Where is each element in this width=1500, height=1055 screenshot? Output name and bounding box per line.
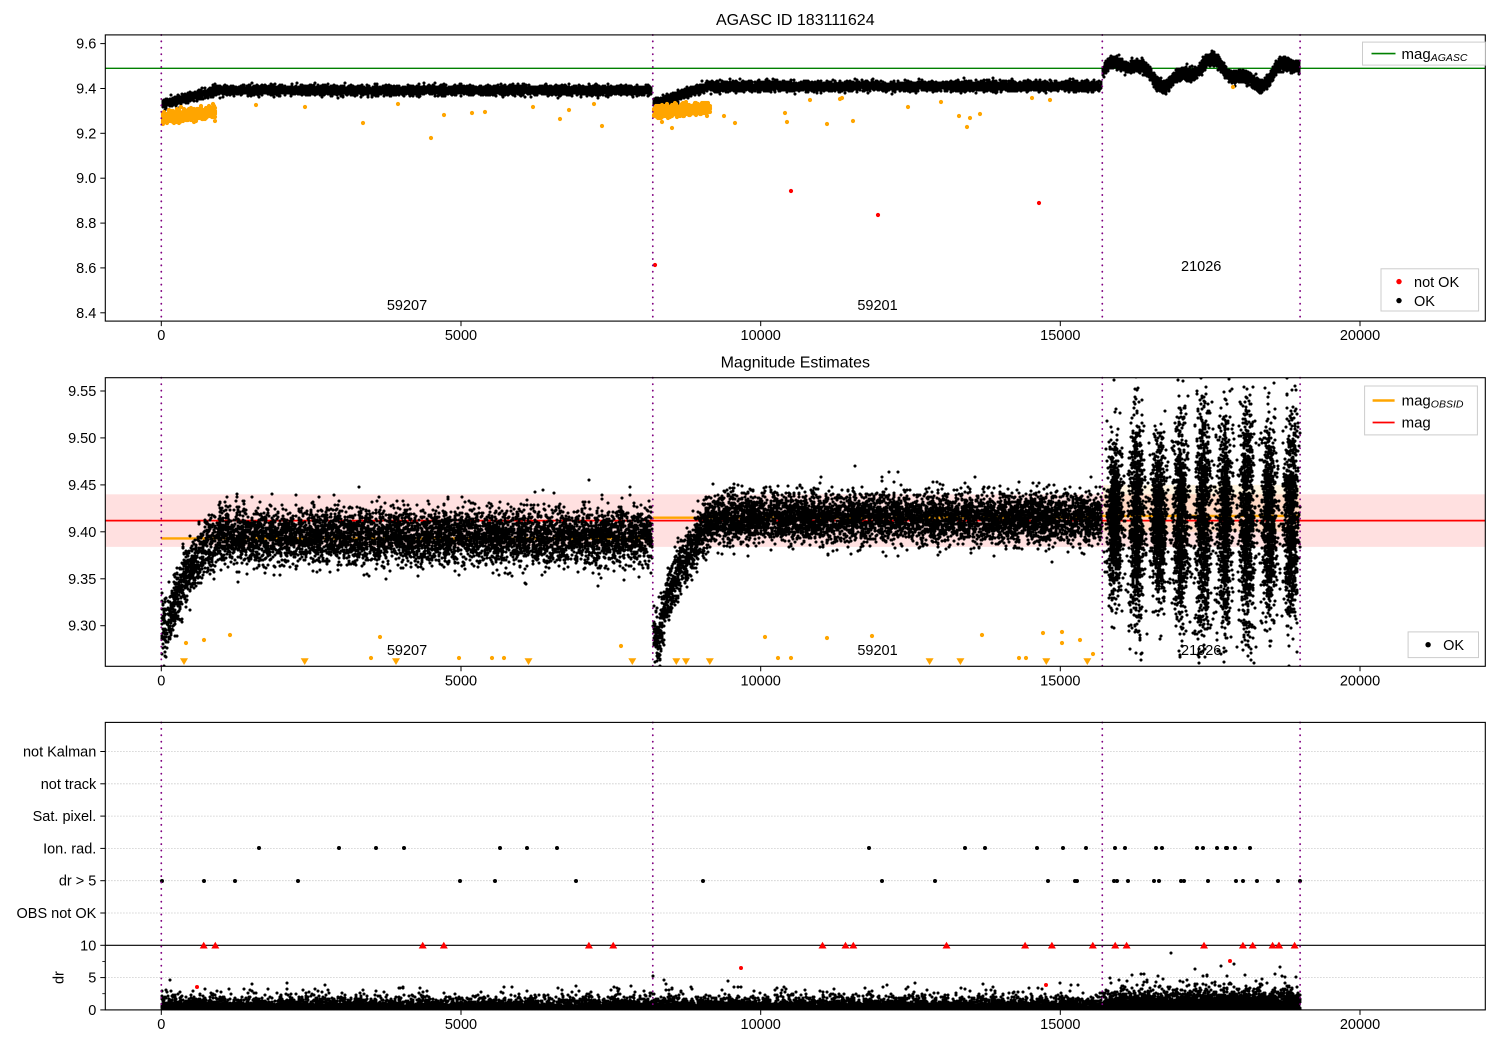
svg-text:20000: 20000 bbox=[1340, 328, 1380, 344]
svg-text:0: 0 bbox=[157, 673, 165, 689]
svg-text:15000: 15000 bbox=[1040, 673, 1080, 689]
svg-text:0: 0 bbox=[157, 328, 165, 344]
svg-text:5: 5 bbox=[88, 971, 96, 987]
svg-text:0: 0 bbox=[157, 1017, 165, 1033]
svg-text:8.4: 8.4 bbox=[76, 306, 96, 322]
svg-text:5000: 5000 bbox=[445, 328, 477, 344]
svg-text:Magnitude Estimates: Magnitude Estimates bbox=[721, 355, 870, 372]
svg-text:9.6: 9.6 bbox=[76, 37, 96, 53]
svg-text:0: 0 bbox=[88, 1003, 96, 1019]
svg-text:9.4: 9.4 bbox=[76, 82, 96, 98]
svg-text:10000: 10000 bbox=[741, 1017, 781, 1033]
svg-text:not track: not track bbox=[41, 777, 97, 793]
svg-text:20000: 20000 bbox=[1340, 673, 1380, 689]
svg-text:AGASC ID 183111624: AGASC ID 183111624 bbox=[716, 12, 875, 29]
svg-text:OK: OK bbox=[1414, 294, 1435, 310]
svg-text:5000: 5000 bbox=[445, 1017, 477, 1033]
svg-text:5000: 5000 bbox=[445, 673, 477, 689]
svg-text:59201: 59201 bbox=[857, 643, 897, 659]
svg-text:59207: 59207 bbox=[387, 298, 427, 314]
svg-text:59207: 59207 bbox=[387, 643, 427, 659]
svg-text:21026: 21026 bbox=[1181, 259, 1221, 275]
svg-text:9.35: 9.35 bbox=[68, 572, 96, 588]
svg-text:Ion. rad.: Ion. rad. bbox=[43, 841, 96, 857]
svg-text:8.8: 8.8 bbox=[76, 216, 96, 232]
svg-text:10000: 10000 bbox=[741, 673, 781, 689]
svg-text:dr: dr bbox=[51, 971, 67, 984]
svg-text:9.45: 9.45 bbox=[68, 478, 96, 494]
svg-text:21026: 21026 bbox=[1181, 643, 1221, 659]
svg-text:59201: 59201 bbox=[857, 298, 897, 314]
svg-text:OK: OK bbox=[1443, 638, 1464, 654]
svg-text:9.30: 9.30 bbox=[68, 619, 96, 635]
svg-text:not Kalman: not Kalman bbox=[23, 745, 96, 761]
svg-text:8.6: 8.6 bbox=[76, 261, 96, 277]
svg-text:20000: 20000 bbox=[1340, 1017, 1380, 1033]
svg-text:9.40: 9.40 bbox=[68, 525, 96, 541]
svg-text:mag: mag bbox=[1402, 415, 1431, 432]
svg-text:10: 10 bbox=[80, 938, 96, 954]
svg-text:Sat. pixel.: Sat. pixel. bbox=[33, 809, 97, 825]
svg-text:not OK: not OK bbox=[1414, 275, 1459, 291]
svg-text:15000: 15000 bbox=[1040, 1017, 1080, 1033]
svg-text:dr > 5: dr > 5 bbox=[59, 874, 96, 890]
svg-text:15000: 15000 bbox=[1040, 328, 1080, 344]
svg-text:9.55: 9.55 bbox=[68, 384, 96, 400]
svg-text:10000: 10000 bbox=[741, 328, 781, 344]
svg-text:OBS not OK: OBS not OK bbox=[17, 906, 97, 922]
svg-text:9.50: 9.50 bbox=[68, 431, 96, 447]
svg-text:9.0: 9.0 bbox=[76, 171, 96, 187]
svg-text:9.2: 9.2 bbox=[76, 126, 96, 142]
